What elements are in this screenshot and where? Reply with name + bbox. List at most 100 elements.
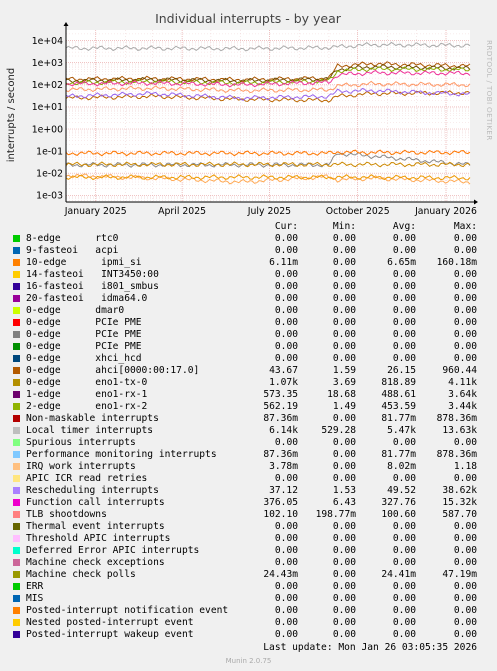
legend-min-value: 6.43 [332, 497, 356, 508]
legend-min-value: 1.59 [332, 365, 356, 376]
legend-cur-value: 0.00 [274, 305, 298, 316]
legend-swatch [13, 367, 20, 374]
legend-label: Posted-interrupt notification event [26, 605, 229, 616]
legend-row: 16-fasteoi i801_smbus 0.00 0.00 0.00 0.00 [0, 281, 497, 293]
legend-avg-value: 0.00 [392, 581, 416, 592]
legend-min-value: 0.00 [332, 569, 356, 580]
y-tick-label: 1e+00 [32, 124, 63, 135]
legend-min-value: 0.00 [332, 341, 356, 352]
legend-label: 9-fasteoi acpi [26, 245, 119, 256]
legend-swatch [13, 331, 20, 338]
legend-max-value: 0.00 [453, 281, 477, 292]
legend-row: Thermal event interrupts 0.00 0.00 0.00 0.00 [0, 521, 497, 533]
legend-avg-value: 0.00 [392, 521, 416, 532]
legend-max-value: 960.44 [442, 365, 477, 376]
legend-swatch [13, 439, 20, 446]
legend-avg-value: 26.15 [387, 365, 416, 376]
series-line [65, 152, 471, 168]
legend-min-value: 0.00 [332, 269, 356, 280]
legend-min-value: 198.77m [315, 509, 356, 520]
legend-swatch [13, 631, 20, 638]
legend-max-value: 4.11k [448, 377, 477, 388]
legend-cur-value: 6.14k [269, 425, 298, 436]
legend-min-value: 0.00 [332, 281, 356, 292]
legend-max-value: 878.36m [436, 413, 477, 424]
legend-max-value: 587.70 [442, 509, 477, 520]
legend-cur-value: 376.05 [263, 497, 298, 508]
last-update: Last update: Mon Jan 26 03:05:35 2026 [263, 642, 477, 653]
legend-cur-value: 37.12 [269, 485, 298, 496]
legend-header-row: Cur: Min: Avg: Max: [0, 221, 497, 233]
legend-label: Posted-interrupt wakeup event [26, 629, 194, 640]
legend-min-value: 0.00 [332, 521, 356, 532]
legend-cur-value: 0.00 [274, 545, 298, 556]
legend-min-value: 0.00 [332, 617, 356, 628]
y-tick-label: 1e-03 [36, 191, 63, 202]
interrupts-chart: Individual interrupts - by year interrup… [6, 11, 494, 217]
y-tick-label: 1e+04 [32, 36, 63, 47]
legend-label: 0-edge ahci[0000:00:17.0] [26, 365, 200, 376]
legend-max-value: 0.00 [453, 293, 477, 304]
legend-label: Local timer interrupts [26, 425, 154, 436]
legend-label: IRQ work interrupts [26, 461, 136, 472]
legend-label: Thermal event interrupts [26, 521, 165, 532]
legend-max-value: 160.18m [436, 257, 477, 268]
legend-cur-value: 6.11m [269, 257, 298, 268]
legend-max-value: 0.00 [453, 605, 477, 616]
legend-swatch [13, 319, 20, 326]
legend-row: 8-edge rtc0 0.00 0.00 0.00 0.00 [0, 233, 497, 245]
series-line [65, 66, 471, 86]
legend-avg-value: 0.00 [392, 617, 416, 628]
series-line [65, 69, 471, 88]
legend-avg-value: 81.77m [381, 449, 416, 460]
legend-max-value: 1.18 [453, 461, 477, 472]
legend-swatch [13, 427, 20, 434]
legend-row: Performance monitoring interrupts 87.36m 0… [0, 449, 497, 461]
legend-cur-value: 3.78m [269, 461, 298, 472]
legend-avg-value: 0.00 [392, 293, 416, 304]
legend-max-value: 0.00 [453, 353, 477, 364]
legend-cur-value: 0.00 [274, 533, 298, 544]
legend-row: Spurious interrupts 0.00 0.00 0.00 0.00 [0, 437, 497, 449]
legend-cur-value: 87.36m [263, 413, 298, 424]
legend-max-value: 0.00 [453, 521, 477, 532]
legend-cur-value: 0.00 [274, 353, 298, 364]
legend-swatch [13, 583, 20, 590]
legend-cur-value: 24.43m [263, 569, 298, 580]
legend-max-value: 0.00 [453, 233, 477, 244]
legend-max-value: 0.00 [453, 581, 477, 592]
legend-row: Machine check exceptions 0.00 0.00 0.00 0.00 [0, 557, 497, 569]
header-avg: Avg: [392, 221, 416, 232]
legend-row: 2-edge eno1-rx-2 562.19 1.49 453.59 3.44k [0, 401, 497, 413]
legend-row: TLB shootdowns 102.10 198.77m 100.60 587.70 [0, 509, 497, 521]
header-cur: Cur: [274, 221, 298, 232]
legend-row: 0-edge dmar0 0.00 0.00 0.00 0.00 [0, 305, 497, 317]
legend-swatch [13, 523, 20, 530]
legend-cur-value: 0.00 [274, 617, 298, 628]
x-axis-arrow [474, 199, 478, 205]
legend-avg-value: 0.00 [392, 545, 416, 556]
series-line [65, 161, 471, 168]
legend-cur-value: 0.00 [274, 593, 298, 604]
legend-max-value: 3.64k [448, 389, 477, 400]
legend-row: APIC ICR read retries 0.00 0.00 0.00 0.00 [0, 473, 497, 485]
legend-label: 16-fasteoi i801_smbus [26, 281, 159, 292]
legend-min-value: 0.00 [332, 461, 356, 472]
legend-row: Machine check polls 24.43m 0.00 24.41m 47.19… [0, 569, 497, 581]
legend-max-value: 0.00 [453, 317, 477, 328]
legend-row: Rescheduling interrupts 37.12 1.53 49.52 38.… [0, 485, 497, 497]
legend-min-value: 18.68 [327, 389, 356, 400]
legend-swatch [13, 499, 20, 506]
legend-min-value: 0.00 [332, 593, 356, 604]
legend-swatch [13, 535, 20, 542]
legend-swatch [13, 571, 20, 578]
legend-max-value: 0.00 [453, 269, 477, 280]
legend-row: 1-edge eno1-rx-1 573.35 18.68 488.61 3.64k [0, 389, 497, 401]
legend-min-value: 0.00 [332, 533, 356, 544]
legend-max-value: 3.44k [448, 401, 477, 412]
legend-avg-value: 0.00 [392, 305, 416, 316]
legend-avg-value: 0.00 [392, 593, 416, 604]
legend-label: 20-fasteoi idma64.0 [26, 293, 148, 304]
legend-row: Nested posted-interrupt event 0.00 0.00 0.0… [0, 617, 497, 629]
series-line [65, 80, 471, 94]
